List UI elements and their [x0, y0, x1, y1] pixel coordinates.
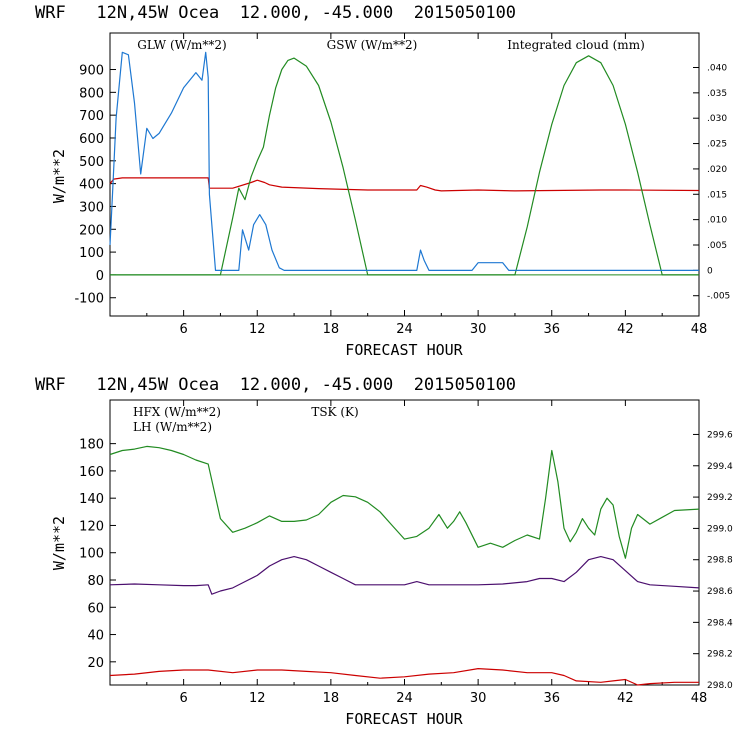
- y-tick-label: 40: [87, 629, 104, 644]
- y-tick-label: 160: [79, 465, 104, 480]
- x-axis-ticks-bottom: 6 12 18 24 30 36 42 48: [146, 400, 708, 706]
- legend-hfx: HFX (W/m**2): [133, 405, 221, 419]
- y2-tick-label: .030: [707, 114, 727, 124]
- y2-tick-label: 299.4: [707, 462, 733, 472]
- y2-tick-label: 298.6: [707, 587, 733, 597]
- series-line-integrated: [109, 51, 699, 271]
- y-tick-label: 800: [79, 86, 104, 101]
- y-tick-label: 900: [79, 64, 104, 79]
- y2-tick-label: .020: [707, 165, 727, 175]
- y2-tick-label: .005: [707, 241, 727, 251]
- x-tick-label: 6: [179, 691, 187, 706]
- x-tick-label: 18: [323, 691, 340, 706]
- y-tick-label: 0: [96, 269, 104, 284]
- y2-tick-label: .025: [707, 140, 727, 150]
- legend-integrated-cloud: Integrated cloud (mm): [507, 38, 645, 52]
- x-tick-label: 24: [396, 322, 413, 337]
- y-axis-ticks-top: -100 0 100 200 300 400 500 600 700 800 900: [74, 64, 116, 307]
- x-tick-label: 12: [249, 322, 266, 337]
- y2-tick-label: .035: [707, 89, 727, 99]
- y2-axis-ticks-bottom: 298.0 298.2 298.4 298.6 298.8 299.0 299.2 299.4…: [693, 430, 733, 691]
- legend-glw: GLW (W/m**2): [137, 38, 226, 52]
- y-tick-label: 700: [79, 109, 104, 124]
- y2-tick-label: 298.8: [707, 556, 733, 566]
- y2-tick-label: 298.4: [707, 618, 733, 628]
- y2-tick-label: .040: [707, 63, 727, 73]
- x-axis-label-bottom: FORECAST HOUR: [345, 710, 463, 728]
- y-tick-label: 180: [79, 438, 104, 453]
- series-line-gsw: [110, 55, 699, 276]
- y-tick-label: -100: [74, 292, 104, 307]
- x-tick-label: 12: [249, 691, 266, 706]
- x-tick-label: 30: [470, 322, 487, 337]
- x-tick-label: 18: [323, 322, 340, 337]
- y-tick-label: 500: [79, 155, 104, 170]
- legend-tsk: TSK (K): [311, 405, 358, 419]
- y2-tick-label: 299.2: [707, 493, 733, 503]
- x-axis-label-top: FORECAST HOUR: [345, 341, 463, 359]
- panel-radiation-cloud: WRF 12N,45W Ocea 12.000, -45.000 2015050…: [35, 3, 730, 359]
- series-line-lh: [109, 445, 700, 559]
- y2-axis-ticks-top: -.005 0 .005 .010 .015 .020 .025 .030 .035 .040: [693, 63, 730, 302]
- panel-fluxes-skin-temp: WRF 12N,45W Ocea 12.000, -45.000 2015050…: [35, 375, 733, 728]
- series-lines-bottom: [109, 445, 700, 686]
- x-tick-label: 48: [691, 691, 708, 706]
- x-tick-label: 48: [691, 322, 708, 337]
- series-lines-top: [109, 51, 700, 276]
- y2-tick-label: .015: [707, 190, 727, 200]
- y-axis-label-bottom: W/m**2: [50, 516, 68, 570]
- y2-tick-label: -.005: [707, 292, 730, 302]
- y-tick-label: 100: [79, 246, 104, 261]
- y2-tick-label: 0: [707, 266, 713, 276]
- x-tick-label: 42: [617, 691, 634, 706]
- chart-title-top: WRF 12N,45W Ocea 12.000, -45.000 2015050…: [35, 3, 516, 23]
- x-tick-label: 42: [617, 322, 634, 337]
- x-axis-ticks-top: 6 12 18 24 30 36 42 48: [146, 33, 708, 337]
- legend-lh: LH (W/m**2): [133, 420, 212, 434]
- y2-tick-label: 299.6: [707, 430, 733, 440]
- plot-frame-bottom: [109, 399, 700, 686]
- y-tick-label: 80: [87, 574, 104, 589]
- y-tick-label: 120: [79, 519, 104, 534]
- y-tick-label: 300: [79, 200, 104, 215]
- x-tick-label: 24: [396, 691, 413, 706]
- y2-tick-label: 299.0: [707, 524, 733, 534]
- x-tick-label: 6: [179, 322, 187, 337]
- y2-tick-label: 298.2: [707, 650, 733, 660]
- y2-tick-label: 298.0: [707, 681, 733, 691]
- chart-title-bottom: WRF 12N,45W Ocea 12.000, -45.000 2015050…: [35, 375, 516, 395]
- y-tick-label: 140: [79, 492, 104, 507]
- x-tick-label: 30: [470, 691, 487, 706]
- y-tick-label: 100: [79, 547, 104, 562]
- series-line-glw: [109, 177, 700, 192]
- y-tick-label: 200: [79, 223, 104, 238]
- y-tick-label: 600: [79, 132, 104, 147]
- legend-gsw: GSW (W/m**2): [327, 38, 418, 52]
- x-tick-label: 36: [543, 691, 560, 706]
- y-axis-ticks-bottom: 20 40 60 80 100 120 140 160 180: [79, 438, 116, 671]
- x-tick-label: 36: [543, 322, 560, 337]
- y-tick-label: 20: [87, 656, 104, 671]
- y-axis-label-top: W/m**2: [50, 149, 68, 203]
- y-tick-label: 60: [87, 601, 104, 616]
- y2-tick-label: .010: [707, 216, 727, 226]
- series-line-tsk: [109, 555, 700, 595]
- y-tick-label: 400: [79, 178, 104, 193]
- series-line-hfx: [109, 667, 699, 686]
